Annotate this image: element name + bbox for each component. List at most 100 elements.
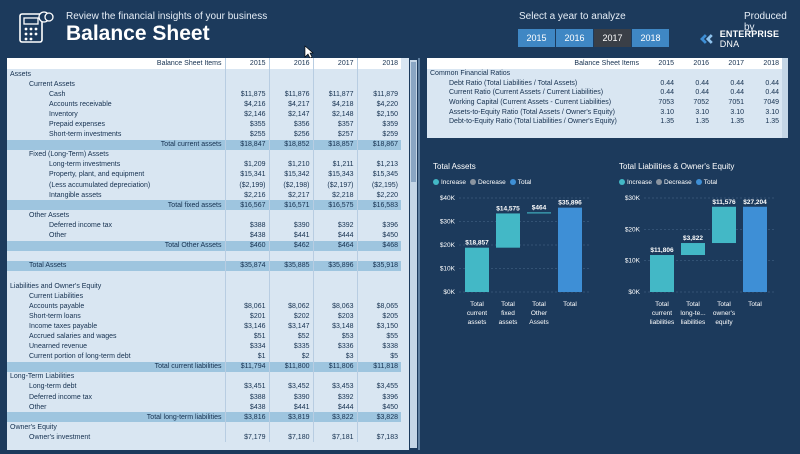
table-row: Fixed (Long-Term) Assets — [7, 149, 401, 160]
balance-sheet-table[interactable]: Balance Sheet Items 2015 2016 2017 2018 … — [7, 58, 409, 450]
value-cell — [312, 280, 357, 292]
data-label: $35,896 — [558, 200, 582, 207]
y-tick-label: $30K — [440, 219, 456, 226]
value-cell: $51 — [224, 331, 269, 342]
table-row: Accounts receivable $4,216 $4,217 $4,218 $4,… — [7, 99, 401, 110]
value-cell: $35,874 — [224, 260, 269, 271]
column-header[interactable]: 2017 — [312, 58, 357, 69]
value-cell: $1,209 — [224, 159, 269, 170]
chart-bar[interactable] — [527, 212, 551, 214]
table-row: Cash $11,875 $11,876 $11,877 $11,879 — [7, 89, 401, 100]
column-header[interactable]: 2017 — [712, 58, 747, 69]
value-cell: $441 — [268, 402, 313, 413]
row-label: Total long-term liabilities — [7, 412, 225, 423]
legend-item-increase[interactable]: Increase — [433, 179, 466, 186]
chart-bar[interactable] — [558, 207, 582, 292]
value-cell: $1,211 — [312, 159, 357, 170]
row-label: Accounts receivable — [49, 100, 112, 108]
value-cell: $3,146 — [224, 321, 269, 332]
value-cell: $205 — [356, 311, 401, 322]
column-header[interactable]: Balance Sheet Items — [7, 58, 225, 69]
table-row: Unearned revenue $334 $335 $336 $338 — [7, 341, 401, 352]
row-label: Current portion of long-term debt — [29, 353, 131, 361]
chart-bar[interactable] — [465, 247, 489, 292]
value-cell: $334 — [224, 341, 269, 352]
table-row: Liabilities and Owner's Equity — [7, 280, 401, 292]
column-header[interactable]: 2018 — [356, 58, 401, 69]
year-button-2015[interactable]: 2015 — [518, 29, 555, 47]
page-title: Balance Sheet — [66, 22, 210, 45]
value-cell — [224, 250, 269, 261]
x-tick-label: assets — [499, 319, 519, 326]
value-cell: $256 — [268, 129, 313, 140]
table-row: Other $438 $441 $444 $450 — [7, 230, 401, 241]
report-subtitle: Review the financial insights of your bu… — [66, 11, 268, 22]
value-cell: $55 — [356, 331, 401, 342]
table-row: Current Liabilities — [7, 291, 401, 302]
value-cell: $3,822 — [312, 412, 357, 423]
value-cell: $11,879 — [356, 89, 401, 100]
total-assets-waterfall-chart[interactable]: $0K $10K $20K $30K $40K $18,857 Total current as… — [425, 190, 605, 340]
row-label: Prepaid expenses — [49, 121, 106, 129]
table-scrollbar[interactable] — [410, 60, 417, 448]
value-cell: $11,877 — [312, 89, 357, 100]
legend-item-total[interactable]: Total — [509, 179, 532, 186]
value-cell: $1,210 — [268, 159, 313, 170]
liabilities-waterfall-chart[interactable]: $0K $10K $20K $30K $11,806 Total current liabil… — [610, 190, 790, 340]
data-label: $11,806 — [650, 247, 674, 254]
value-cell: $1,213 — [356, 159, 401, 170]
column-header[interactable]: 2016 — [268, 58, 313, 69]
legend-item-decrease[interactable]: Decrease — [469, 179, 506, 186]
year-button-2017[interactable]: 2017 — [594, 29, 631, 47]
value-cell: $202 — [268, 311, 313, 322]
table-header-row: Balance Sheet Items 2015 2016 2017 2018 — [7, 58, 401, 69]
year-button-2016[interactable]: 2016 — [556, 29, 593, 47]
financial-ratios-table[interactable]: Balance Sheet Items 2015 2016 2017 2018 … — [427, 58, 782, 138]
legend-item-total[interactable]: Total — [695, 179, 718, 186]
value-cell — [268, 270, 313, 281]
total-row: Total current assets $18,847 $18,852 $18,85… — [7, 139, 401, 150]
chart-bar[interactable] — [650, 255, 674, 292]
table-row: Current portion of long-term debt $1 $2 $3 $… — [7, 351, 401, 362]
scrollbar-thumb[interactable] — [411, 62, 416, 182]
value-cell: $15,342 — [268, 169, 313, 181]
value-cell — [224, 210, 269, 221]
row-label: (Less accumulated depreciation) — [49, 181, 151, 189]
value-cell: $7,183 — [356, 432, 401, 443]
value-cell: $390 — [268, 220, 313, 231]
value-cell — [356, 422, 401, 433]
chart-bar[interactable] — [496, 213, 520, 248]
chart-bar[interactable] — [743, 206, 767, 292]
ratio-group-label: Common Financial Ratios — [430, 70, 511, 78]
value-cell: $464 — [312, 240, 357, 251]
column-header[interactable]: 2018 — [747, 58, 782, 69]
value-cell — [224, 280, 269, 292]
row-label: Income taxes payable — [29, 322, 98, 330]
ratio-row: Assets-to-Equity Ratio (Total Assets / O… — [427, 107, 782, 117]
value-cell: $7,179 — [224, 432, 269, 443]
column-header[interactable]: 2015 — [224, 58, 269, 69]
chart-bar[interactable] — [681, 243, 705, 256]
column-header[interactable]: 2015 — [642, 58, 677, 69]
ratios-scrollbar[interactable] — [782, 58, 788, 138]
ratio-value: 3.10 — [660, 108, 674, 116]
value-cell: $35,896 — [312, 260, 357, 271]
x-tick-label: Other — [531, 310, 548, 317]
row-label: Liabilities and Owner's Equity — [10, 282, 102, 290]
ratio-value: 7053 — [658, 99, 674, 107]
legend-item-decrease[interactable]: Decrease — [655, 179, 692, 186]
brand-mark-icon — [700, 34, 713, 44]
column-header[interactable]: 2016 — [677, 58, 712, 69]
chart-bar[interactable] — [712, 206, 736, 244]
x-tick-label: owner's — [713, 310, 736, 317]
value-cell — [312, 69, 357, 80]
value-cell: $11,818 — [356, 361, 401, 372]
year-button-2018[interactable]: 2018 — [632, 29, 669, 47]
ratio-value: 1.35 — [695, 118, 709, 126]
legend-item-increase[interactable]: Increase — [619, 179, 652, 186]
table-row: Assets — [7, 69, 401, 80]
ratio-value: 3.10 — [765, 108, 779, 116]
value-cell: $2,148 — [312, 109, 357, 120]
column-header[interactable]: Balance Sheet Items — [427, 58, 642, 69]
value-cell: ($2,198) — [268, 180, 313, 191]
